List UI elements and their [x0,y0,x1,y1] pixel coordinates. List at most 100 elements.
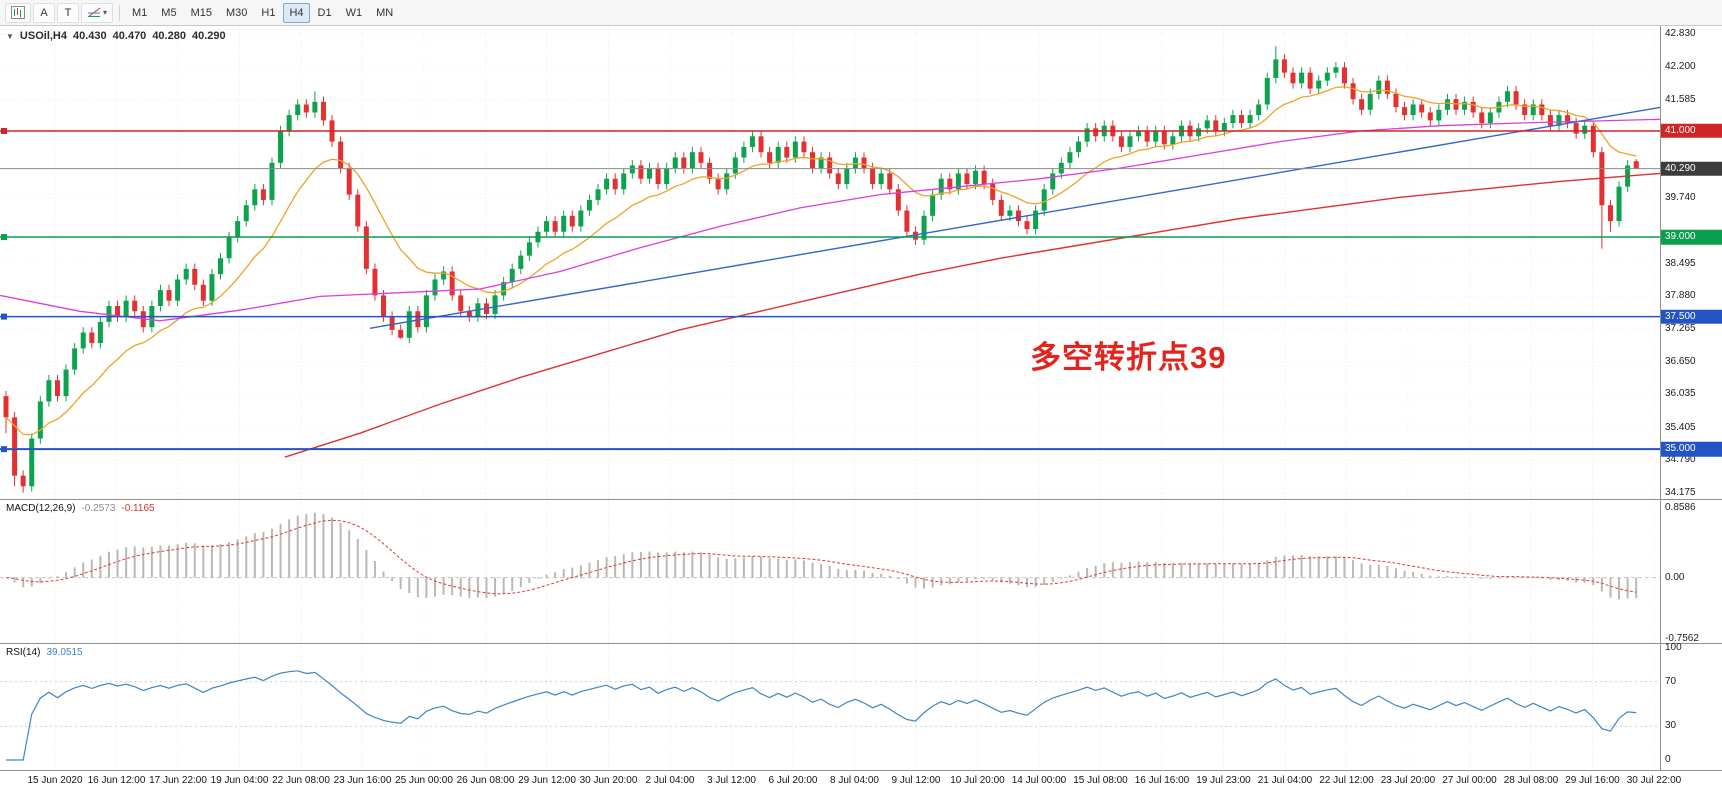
hline-handle [1,234,7,241]
macd-svg [0,500,1660,643]
timeframe-h4[interactable]: H4 [283,2,310,23]
text-tool-button[interactable]: T [57,2,79,23]
rsi-axis-label: 100 [1665,642,1682,654]
timeframe-m30[interactable]: M30 [220,3,253,23]
time-axis-label: 30 Jul 22:00 [1626,775,1682,786]
ma-magenta [0,118,1660,322]
price-axis-label: 35.405 [1665,421,1696,433]
chart-close-value: 40.290 [191,30,226,42]
price-line-badge: 39.000 [1661,229,1722,245]
time-axis-label: 6 Jul 20:00 [768,775,818,786]
price-axis-label: 36.035 [1665,388,1696,400]
rsi-panel: RSI(14) 39.0515 100 70 30 0 [0,642,1722,771]
time-axis-label: 8 Jul 04:00 [830,775,879,786]
time-axis-label: 26 Jun 08:00 [456,775,515,786]
rsi-axis-label: 70 [1665,675,1677,687]
candles-layer [3,46,1639,493]
time-axis[interactable]: 15 Jun 2020 16 Jun 12:00 17 Jun 22:00 19 Ju… [0,771,1722,791]
chart-open-value: 40.430 [73,30,107,42]
time-axis-label: 25 Jun 00:00 [395,775,453,786]
trendline [369,106,1660,329]
macd-label: MACD(12,26,9) -0.2573 -0.1165 [6,503,155,514]
time-axis-label: 15 Jun 2020 [27,775,83,786]
rsi-axis-label: 0 [1665,754,1671,766]
macd-main-value: -0.2573 [81,503,116,514]
chevron-down-icon: ▾ [103,8,108,17]
price-axis-label: 38.495 [1665,257,1696,269]
time-axis-label: 29 Jun 12:00 [518,775,576,786]
time-axis-label: 22 Jul 12:00 [1319,775,1374,786]
trendlines-icon [87,7,101,18]
time-axis-label: 14 Jul 00:00 [1011,775,1067,786]
rsi-line [6,670,1637,761]
draw-tools-button[interactable]: ▾ [81,2,114,23]
price-line-badge: 41.000 [1661,123,1722,139]
timeframe-w1[interactable]: W1 [340,3,369,23]
time-axis-label: 10 Jul 20:00 [950,775,1005,786]
timeframe-buttons: M1 M5 M15 M30 H1 H4 D1 W1 MN [125,2,400,23]
ma-red [284,172,1660,458]
time-axis-label: 21 Jul 04:00 [1257,775,1313,786]
rsi-svg [0,644,1660,770]
main-chart-panel: ▼ USOil,H4 40.430 40.470 40.280 40.290 多… [0,26,1722,500]
time-axis-label: 17 Jun 22:00 [149,775,207,786]
price-axis-label: 37.880 [1665,290,1696,302]
price-line-badge: 37.500 [1661,309,1722,324]
rsi-plot[interactable]: RSI(14) 39.0515 [0,644,1660,770]
rsi-axis[interactable]: 100 70 30 0 [1660,642,1722,770]
time-axis-label: 2 Jul 04:00 [645,775,695,786]
timeframe-h1[interactable]: H1 [255,3,281,23]
cursor-tool-button[interactable]: A [33,2,55,23]
macd-plot[interactable]: MACD(12,26,9) -0.2573 -0.1165 [0,500,1660,643]
timeframe-m5[interactable]: M5 [155,3,182,23]
price-axis-label: 39.740 [1665,191,1696,203]
charts-button[interactable] [5,2,31,23]
macd-histogram [13,512,1638,600]
macd-axis[interactable]: 0.8586 0.00 -0.7562 [1660,500,1722,643]
price-axis-label: 37.265 [1665,323,1696,335]
timeframe-m1[interactable]: M1 [126,3,153,23]
time-axis-label: 22 Jun 08:00 [272,775,330,786]
time-axis-label: 3 Jul 12:00 [707,775,756,786]
rsi-value: 39.0515 [46,647,83,658]
time-axis-label: 23 Jul 20:00 [1380,775,1436,786]
macd-signal-line [5,519,1637,595]
toolbar-separator [119,4,121,21]
timeframe-mn[interactable]: MN [370,3,399,23]
hline-handle [1,313,7,320]
time-axis-label: 9 Jul 12:00 [891,775,941,786]
main-chart-plot[interactable]: ▼ USOil,H4 40.430 40.470 40.280 40.290 多… [0,26,1660,499]
main-grid [0,26,1660,499]
chart-area: ▼ USOil,H4 40.430 40.470 40.280 40.290 多… [0,26,1722,791]
time-axis-label: 19 Jun 04:00 [210,775,269,786]
candlestick-chart-icon [11,6,25,19]
macd-axis-label: -0.7562 [1665,632,1699,644]
time-axis-label: 27 Jul 00:00 [1442,775,1497,786]
macd-panel: MACD(12,26,9) -0.2573 -0.1165 0.8586 0.00… [0,500,1722,644]
price-axis-label: 34.175 [1665,486,1696,498]
rsi-label: RSI(14) 39.0515 [6,647,83,658]
timeframe-d1[interactable]: D1 [312,3,338,23]
annotation-text: 多空转折点39 [1030,340,1227,375]
time-axis-label: 28 Jul 08:00 [1503,775,1559,786]
hline-handle [1,446,7,453]
chart-high-value: 40.470 [112,30,147,42]
price-axis-label: 41.585 [1665,93,1696,105]
rsi-axis-label: 30 [1665,720,1677,732]
price-axis[interactable]: 42.830 42.200 41.585 39.740 38.495 37.880 37.2… [1660,26,1722,499]
ma-orange [5,86,1637,436]
price-axis-label: 36.650 [1665,355,1696,367]
price-axis-label: 42.830 [1665,27,1696,39]
time-axis-label: 19 Jul 23:00 [1196,775,1251,786]
toolbar: A T ▾ M1 M5 M15 M30 H1 H4 D1 W1 MN [0,0,1722,26]
chart-symbol-period: USOil,H4 [19,30,67,42]
current-price-badge: 40.290 [1661,161,1722,176]
time-axis-label: 29 Jul 16:00 [1565,775,1620,786]
chart-title: ▼ USOil,H4 40.430 40.470 40.280 40.290 [6,30,226,42]
one-click-trading-icon[interactable]: ▼ [6,31,14,41]
timeframe-m15[interactable]: M15 [185,3,218,23]
time-axis-label: 23 Jun 16:00 [333,775,392,786]
rsi-name: RSI(14) [6,647,41,658]
macd-signal-value: -0.1165 [121,503,155,514]
